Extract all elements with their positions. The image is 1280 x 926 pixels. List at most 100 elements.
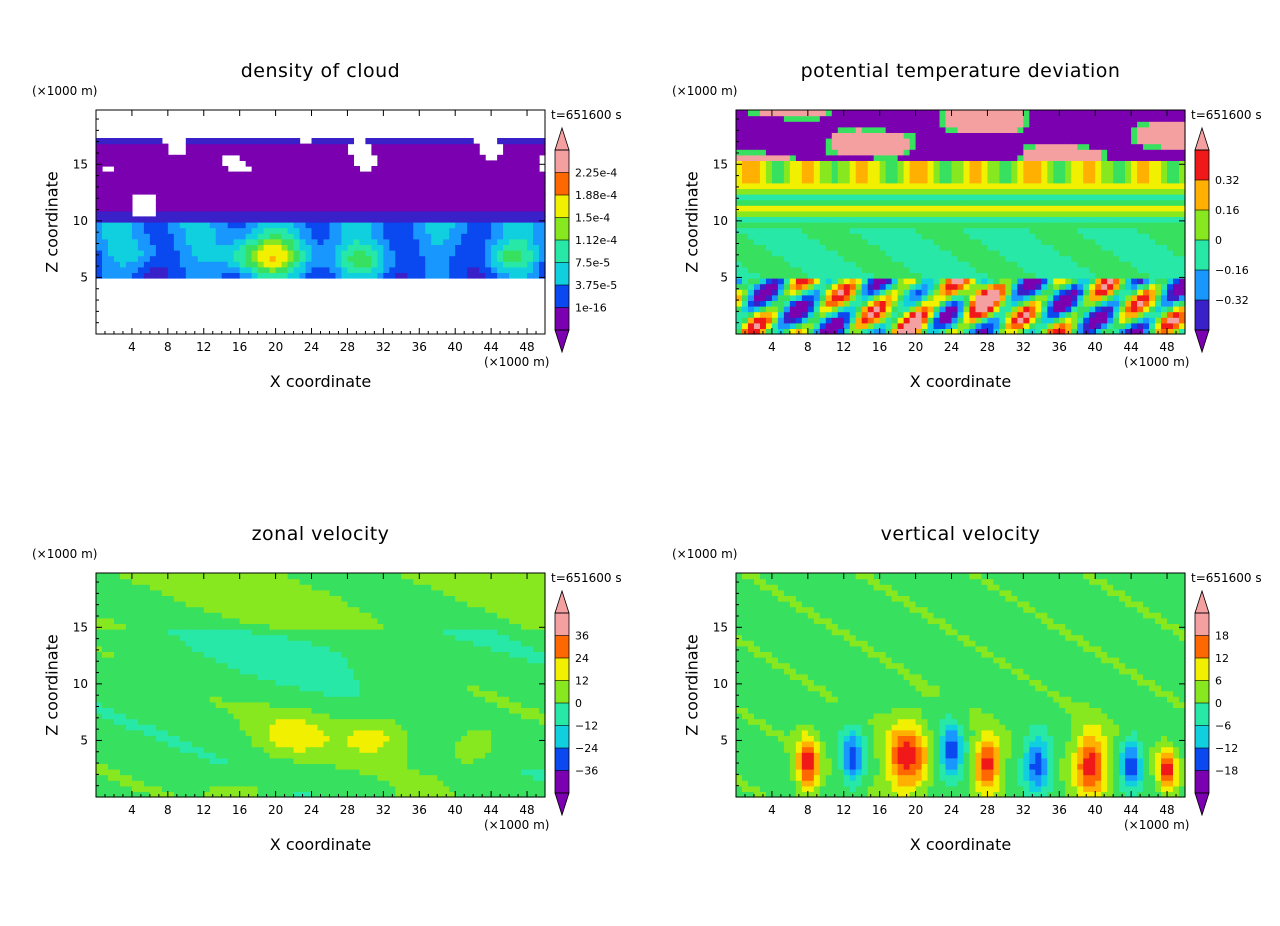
y-axis-label: Z coordinate: [42, 634, 62, 736]
y-tick-label: 5: [80, 270, 88, 284]
colorbar-band: [1195, 613, 1209, 636]
chart-panel-zonal-velocity: 4 8 12 16 20 24 28 32 36 40 44 48 5 10 15 36 24 12 0 −12 −24…: [0, 463, 622, 903]
colorbar-label: 36: [575, 630, 589, 643]
colorbar-label: −24: [575, 742, 598, 755]
colorbar-band: [1195, 725, 1209, 749]
x-tick-label: 16: [232, 340, 247, 354]
colorbar-under-triangle: [554, 792, 570, 817]
contour-field: [736, 110, 1186, 335]
colorbar-label: 0: [1215, 697, 1222, 710]
colorbar-over-triangle: [554, 589, 570, 614]
y-axis-units: (×1000 m): [32, 84, 98, 98]
colorbar-band: [555, 262, 569, 286]
colorbar-label: −12: [575, 720, 598, 733]
colorbar-band: [555, 240, 569, 263]
contour-field: [96, 573, 546, 798]
x-axis-label: X coordinate: [269, 835, 372, 854]
x-tick-label: 32: [1016, 340, 1031, 354]
x-tick-label: 16: [232, 803, 247, 817]
colorbar-label: −6: [1215, 720, 1231, 733]
y-tick-label: 15: [713, 620, 728, 634]
y-tick-label: 15: [713, 157, 728, 171]
x-tick-label: 4: [768, 803, 776, 817]
time-label: t=651600 s: [1191, 571, 1262, 585]
x-tick-label: 36: [1052, 803, 1067, 817]
contour-field: [736, 573, 1186, 798]
x-tick-label: 4: [128, 803, 136, 817]
y-axis-units: (×1000 m): [32, 547, 98, 561]
x-tick-label: 32: [1016, 803, 1031, 817]
colorbar-band: [555, 770, 569, 794]
colorbar-label: −36: [575, 765, 598, 778]
colorbar-band: [555, 307, 569, 331]
colorbar: 0.32 0.16 0 −0.16 −0.32: [1194, 126, 1249, 354]
x-tick-label: 40: [1088, 803, 1103, 817]
x-tick-label: 28: [340, 803, 355, 817]
x-tick-label: 12: [836, 340, 851, 354]
colorbar-band: [1195, 748, 1209, 771]
x-tick-label: 36: [1052, 340, 1067, 354]
colorbar-label: −0.16: [1215, 264, 1249, 277]
colorbar-band: [1195, 770, 1209, 794]
colorbar-under-triangle: [554, 329, 570, 354]
colorbar-band: [1195, 635, 1209, 659]
x-axis-units: (×1000 m): [1124, 355, 1190, 369]
time-label: t=651600 s: [551, 108, 622, 122]
colorbar-over-triangle: [1194, 589, 1210, 614]
colorbar: 36 24 12 0 −12 −24 −36: [554, 589, 598, 817]
colorbar-over-triangle: [1194, 126, 1210, 151]
colorbar: 18 12 6 0 −6 −12 −18: [1194, 589, 1238, 817]
x-tick-label: 28: [980, 803, 995, 817]
colorbar-band: [1195, 240, 1209, 271]
x-tick-label: 20: [268, 340, 283, 354]
x-tick-label: 20: [268, 803, 283, 817]
x-tick-label: 20: [908, 340, 923, 354]
chart-title: density of cloud: [240, 60, 401, 82]
y-axis-label: Z coordinate: [682, 171, 702, 273]
x-tick-label: 12: [196, 803, 211, 817]
x-tick-label: 16: [872, 803, 887, 817]
x-tick-label: 44: [1123, 340, 1138, 354]
x-tick-label: 32: [376, 340, 391, 354]
x-tick-label: 8: [164, 340, 172, 354]
colorbar-label: 1e-16: [575, 302, 607, 315]
x-tick-label: 4: [128, 340, 136, 354]
colorbar-band: [1195, 658, 1209, 681]
colorbar-band: [1195, 680, 1209, 704]
colorbar-under-triangle: [1194, 792, 1210, 817]
y-axis-units: (×1000 m): [672, 84, 738, 98]
x-tick-label: 4: [768, 340, 776, 354]
y-axis-label: Z coordinate: [682, 634, 702, 736]
chart-svg: 4 8 12 16 20 24 28 32 36 40 44 48510150.320.160−0.1…: [713, 109, 1249, 354]
y-tick-label: 5: [720, 270, 728, 284]
colorbar-label: 1.88e-4: [575, 189, 617, 202]
colorbar-band: [1195, 210, 1209, 241]
y-tick-label: 10: [73, 677, 88, 691]
colorbar-label: −0.32: [1215, 294, 1249, 307]
chart-panel-density-of-cloud: 4 8 12 16 20 24 28 32 36 40 44 48 5 10 15 2.25e-4 1.88e-…: [0, 0, 622, 440]
colorbar-band: [555, 285, 569, 308]
x-tick-label: 28: [340, 340, 355, 354]
x-tick-label: 8: [164, 803, 172, 817]
x-tick-label: 32: [376, 803, 391, 817]
x-axis-label: X coordinate: [909, 372, 1012, 391]
y-tick-label: 5: [80, 733, 88, 747]
colorbar-label: 2.25e-4: [575, 167, 617, 180]
colorbar-band: [555, 680, 569, 704]
colorbar-label: 0.16: [1215, 204, 1240, 217]
colorbar-label: 0.32: [1215, 174, 1240, 187]
colorbar-band: [555, 748, 569, 771]
colorbar-label: 0: [1215, 234, 1222, 247]
x-tick-label: 48: [1159, 803, 1174, 817]
y-axis-label: Z coordinate: [42, 171, 62, 273]
colorbar-label: 12: [575, 675, 589, 688]
x-tick-label: 44: [483, 340, 498, 354]
x-tick-label: 8: [804, 340, 812, 354]
colorbar-label: 3.75e-5: [575, 279, 617, 292]
x-tick-label: 48: [519, 340, 534, 354]
x-tick-label: 40: [1088, 340, 1103, 354]
x-tick-label: 24: [944, 340, 959, 354]
chart-svg: 4 8 12 16 20 24 28 32 36 40 44 48510152.25e-41.88e-…: [73, 109, 617, 354]
x-tick-label: 24: [944, 803, 959, 817]
x-tick-label: 48: [519, 803, 534, 817]
